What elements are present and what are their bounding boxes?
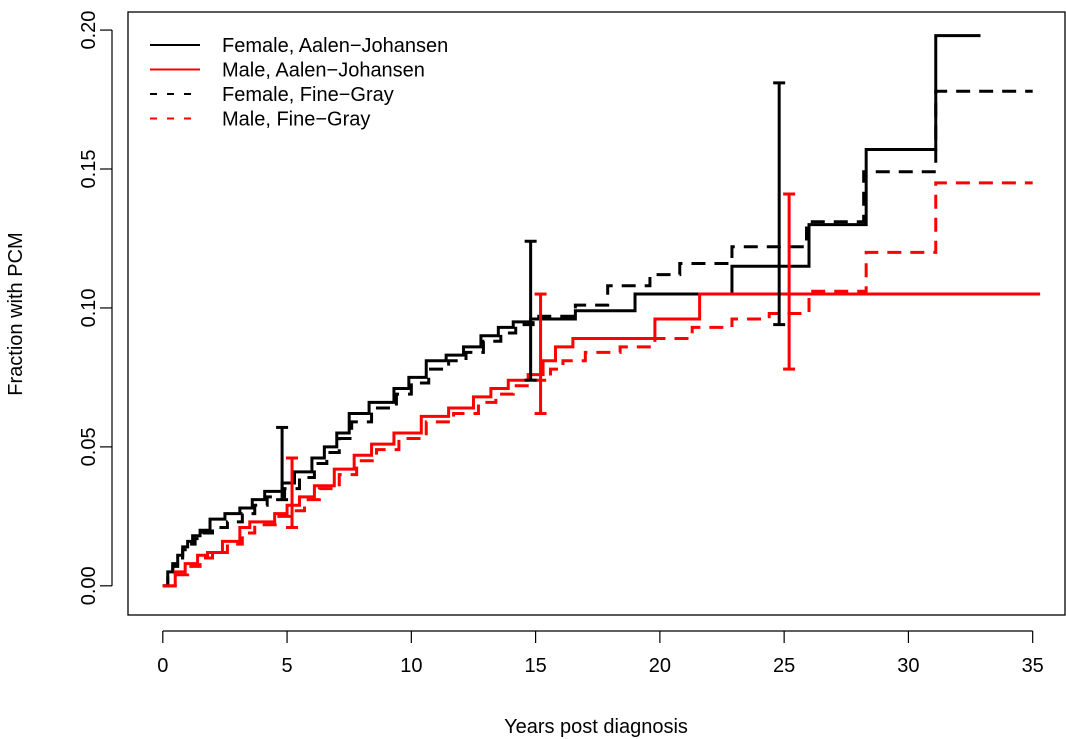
series-layer [162, 34, 1041, 588]
legend-label: Female, Aalen−Johansen [222, 35, 448, 57]
x-tick-label: 35 [1022, 655, 1044, 677]
x-axis: 0 5 10 15 20 25 30 35 [157, 630, 1044, 677]
x-tick-label: 20 [649, 655, 671, 677]
x-tick-label: 25 [773, 655, 795, 677]
x-tick-label: 15 [524, 655, 546, 677]
error-bar [783, 192, 796, 371]
y-tick-label: 0.20 [78, 11, 100, 50]
error-bar [534, 292, 547, 416]
error-bar-layer [276, 81, 796, 529]
y-tick-label: 0.00 [78, 566, 100, 605]
x-tick-label: 5 [282, 655, 293, 677]
error-bar [524, 239, 537, 382]
legend-entry: Female, Fine−Gray [150, 84, 394, 106]
x-axis-label: Years post diagnosis [504, 716, 688, 738]
y-tick-label: 0.05 [78, 427, 100, 466]
x-tick-label: 0 [157, 655, 168, 677]
y-axis-label: Fraction with PCM [5, 232, 27, 395]
y-tick-label: 0.15 [78, 150, 100, 189]
legend-label: Female, Fine−Gray [222, 84, 394, 106]
series-line [162, 292, 1041, 588]
legend-entry: Female, Aalen−Johansen [150, 35, 448, 57]
series-line [162, 181, 1033, 588]
x-tick-label: 10 [400, 655, 422, 677]
error-bar [286, 456, 299, 529]
legend-entry: Male, Fine−Gray [150, 109, 370, 131]
legend-label: Male, Aalen−Johansen [222, 60, 425, 82]
legend: Female, Aalen−Johansen Male, Aalen−Johans… [150, 35, 448, 131]
plot-frame [127, 11, 1066, 616]
x-tick-label: 30 [897, 655, 919, 677]
y-tick-label: 0.10 [78, 288, 100, 327]
legend-label: Male, Fine−Gray [222, 109, 370, 131]
series-line [162, 89, 1033, 588]
series-line [162, 34, 981, 588]
error-bar [276, 425, 289, 502]
y-axis: 0.00 0.05 0.10 0.15 0.20 [78, 11, 113, 605]
legend-entry: Male, Aalen−Johansen [150, 60, 425, 82]
error-bar [773, 81, 786, 327]
plot-area [127, 11, 1066, 616]
